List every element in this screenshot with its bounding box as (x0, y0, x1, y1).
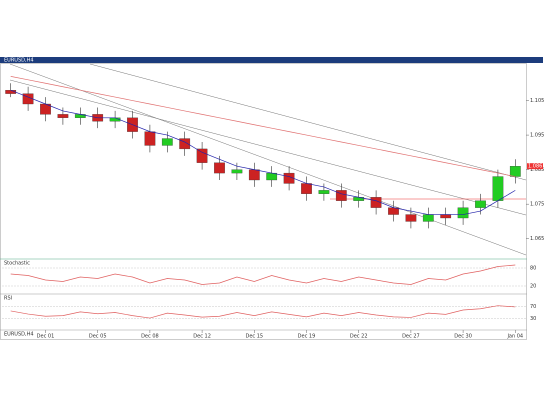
candle-body (492, 176, 504, 201)
y-tick-label: 1.075 (530, 202, 544, 208)
price-tag (527, 163, 543, 170)
candle-body (214, 162, 225, 174)
candle-body (231, 169, 243, 174)
panel-title: Stochastic (4, 261, 30, 267)
y-tick-label: 1.095 (530, 133, 544, 139)
price-tag-label: 1.086 (528, 164, 542, 170)
x-tick-label: Dec 22 (350, 334, 368, 340)
candle-body (196, 148, 208, 163)
x-tick-label: Dec 12 (193, 334, 211, 340)
x-tick-label: Dec 08 (141, 334, 159, 340)
x-tick-label: Dec 27 (402, 334, 420, 340)
y-tick-label: 1.065 (530, 236, 544, 242)
candle-body (475, 200, 486, 208)
status-text: EURUSD,H4 (4, 332, 34, 338)
candle-body (509, 166, 521, 177)
candle-body (457, 207, 469, 219)
x-tick-label: Dec 05 (89, 334, 107, 340)
candle-body (248, 169, 260, 181)
candle-body (440, 214, 452, 219)
y-tick-label: 80 (530, 266, 536, 272)
y-tick-label: 70 (530, 304, 536, 310)
y-tick-label: 1.085 (530, 167, 544, 173)
title-bar (0, 57, 543, 63)
candle-body (422, 214, 434, 222)
candle-body (301, 183, 312, 194)
moving-average (10, 76, 516, 177)
candle-body (179, 138, 191, 150)
y-tick-label: 1.105 (530, 98, 544, 104)
channel-line (89, 63, 527, 181)
x-tick-label: Jan 04 (506, 334, 523, 340)
candle-body (57, 114, 69, 118)
y-tick-label: 20 (530, 284, 536, 290)
panel-title: RSI (4, 296, 12, 302)
candle-body (144, 131, 156, 146)
candle-body (335, 190, 347, 201)
channel-line (9, 63, 527, 256)
candle-body (318, 190, 330, 194)
x-tick-label: Dec 19 (298, 334, 316, 340)
channel-line (9, 79, 527, 216)
y-tick-label: 30 (530, 316, 536, 322)
candle-body (161, 138, 173, 146)
x-tick-label: Dec 01 (37, 334, 55, 340)
oscillator-line (10, 264, 516, 285)
x-tick-label: Dec 15 (245, 334, 263, 340)
oscillator-line (10, 305, 516, 319)
moving-average (10, 89, 516, 215)
window-title: EURUSD,H4 (4, 58, 34, 64)
x-tick-label: Dec 30 (454, 334, 472, 340)
candle-body (405, 214, 417, 222)
frame (0, 63, 527, 340)
